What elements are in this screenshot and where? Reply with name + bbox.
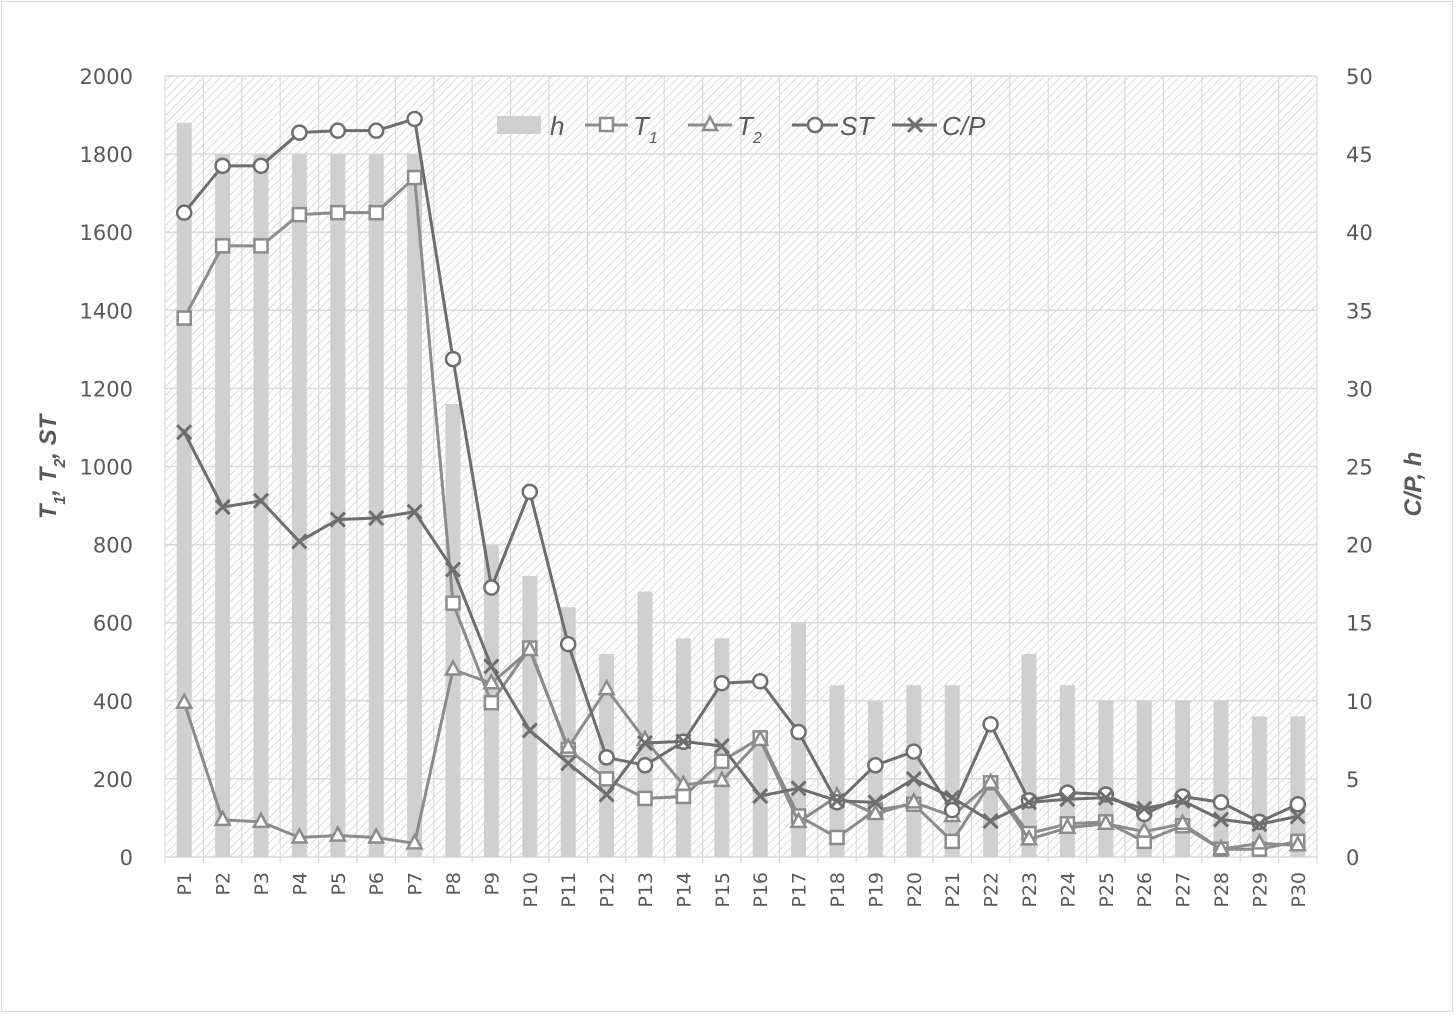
- left-tick-label: 0: [120, 846, 133, 870]
- x-tick-label: P14: [673, 872, 695, 908]
- left-tick-label: 1800: [80, 143, 133, 167]
- right-axis-ticks: 0 5 10 15 20 25 30 35 40 45 50: [1346, 65, 1373, 870]
- legend-t1-label: T1: [633, 111, 658, 147]
- x-tick-label: P25: [1096, 872, 1118, 908]
- legend-h-swatch: [497, 116, 541, 134]
- right-tick-label: 0: [1346, 846, 1359, 870]
- x-tick-label: P21: [942, 872, 964, 908]
- legend-cp-label: C/P: [942, 111, 986, 141]
- x-tick-label: P11: [558, 872, 580, 908]
- bar-h: [291, 154, 307, 858]
- x-tick-label: P30: [1288, 872, 1310, 908]
- right-axis-title: C/P, h: [1400, 452, 1427, 517]
- x-tick-label: P10: [520, 872, 542, 908]
- x-tick-label: P5: [328, 872, 350, 896]
- left-tick-label: 1600: [80, 221, 133, 245]
- bar-h: [522, 575, 538, 857]
- x-tick-label: P27: [1173, 872, 1195, 908]
- left-axis-ticks: 0 200 400 600 800 1000 1200 1400 1600 1800 2000: [80, 65, 133, 870]
- x-tick-label: P6: [366, 872, 388, 896]
- right-tick-label: 25: [1346, 456, 1373, 480]
- bar-h: [1098, 700, 1114, 857]
- x-tick-label: P20: [904, 872, 926, 908]
- x-tick-label: P22: [981, 872, 1003, 908]
- legend-square-marker-icon: [598, 116, 615, 133]
- series-cp: [176, 424, 1306, 833]
- bar-h: [829, 685, 845, 857]
- legend-t2-label: T2: [737, 111, 762, 147]
- x-tick-label: P15: [712, 872, 734, 908]
- x-tick-label: P26: [1134, 872, 1156, 908]
- bar-h: [330, 154, 346, 858]
- bar-h: [906, 685, 922, 857]
- left-tick-label: 1000: [80, 456, 133, 480]
- bar-series-h: [176, 122, 1306, 858]
- legend: h T1 T2 ST C/P: [497, 111, 986, 147]
- x-tick-label: P13: [635, 872, 657, 908]
- x-tick-label: P1: [174, 872, 196, 896]
- bar-h: [407, 154, 423, 858]
- x-tick-label: P17: [789, 872, 811, 908]
- right-tick-label: 15: [1346, 612, 1373, 636]
- bar-h: [867, 700, 883, 857]
- bar-h: [368, 154, 384, 858]
- line-series: [175, 110, 1307, 857]
- x-tick-label: P23: [1019, 872, 1041, 908]
- bar-h: [176, 122, 192, 858]
- right-tick-label: 50: [1346, 65, 1373, 89]
- bar-h: [445, 404, 461, 857]
- x-tick-label: P4: [289, 872, 311, 896]
- right-tick-label: 35: [1346, 299, 1373, 323]
- x-tick-label: P8: [443, 872, 465, 896]
- x-tick-label: P18: [827, 872, 849, 908]
- right-tick-label: 5: [1346, 768, 1359, 792]
- left-tick-label: 200: [93, 768, 133, 792]
- bar-h: [253, 154, 269, 858]
- gridlines: [164, 75, 1318, 863]
- x-tick-label: P29: [1249, 872, 1271, 908]
- bar-h: [1059, 685, 1075, 857]
- legend-st-label: ST: [840, 111, 875, 141]
- legend-h-label: h: [550, 111, 564, 141]
- legend-triangle-marker-icon: [700, 114, 720, 132]
- series-st: [175, 110, 1307, 831]
- x-tick-label: P2: [213, 872, 235, 896]
- left-tick-label: 2000: [80, 65, 133, 89]
- left-tick-label: 800: [93, 534, 133, 558]
- left-tick-label: 1400: [80, 299, 133, 323]
- x-tick-label: P12: [597, 872, 619, 908]
- bar-h: [560, 607, 576, 857]
- x-tick-label: P9: [481, 872, 503, 896]
- right-tick-label: 10: [1346, 690, 1373, 714]
- x-tick-label: P19: [865, 872, 887, 908]
- right-tick-label: 40: [1346, 221, 1373, 245]
- right-tick-label: 20: [1346, 534, 1373, 558]
- left-axis-title: T1, T2, ST: [35, 412, 69, 519]
- x-tick-label: P16: [750, 872, 772, 908]
- x-tick-label: P28: [1211, 872, 1233, 908]
- x-tick-label: P24: [1057, 872, 1079, 908]
- bar-h: [1213, 700, 1229, 857]
- x-axis-ticks: P1 P2 P3 P4 P5 P6 P7 P8 P9 P10 P11 P12 P13 P14 P15 P16 P…: [174, 872, 1310, 908]
- bar-h: [1175, 700, 1191, 857]
- left-tick-label: 400: [93, 690, 133, 714]
- right-tick-label: 30: [1346, 377, 1373, 401]
- left-tick-label: 600: [93, 612, 133, 636]
- legend-circle-marker-icon: [806, 116, 824, 134]
- bar-h: [637, 591, 653, 857]
- bar-h: [983, 778, 999, 857]
- legend-x-marker-icon: [906, 116, 924, 134]
- x-tick-label: P3: [251, 872, 273, 896]
- left-tick-label: 1200: [80, 377, 133, 401]
- x-tick-label: P7: [405, 872, 427, 896]
- right-tick-label: 45: [1346, 143, 1373, 167]
